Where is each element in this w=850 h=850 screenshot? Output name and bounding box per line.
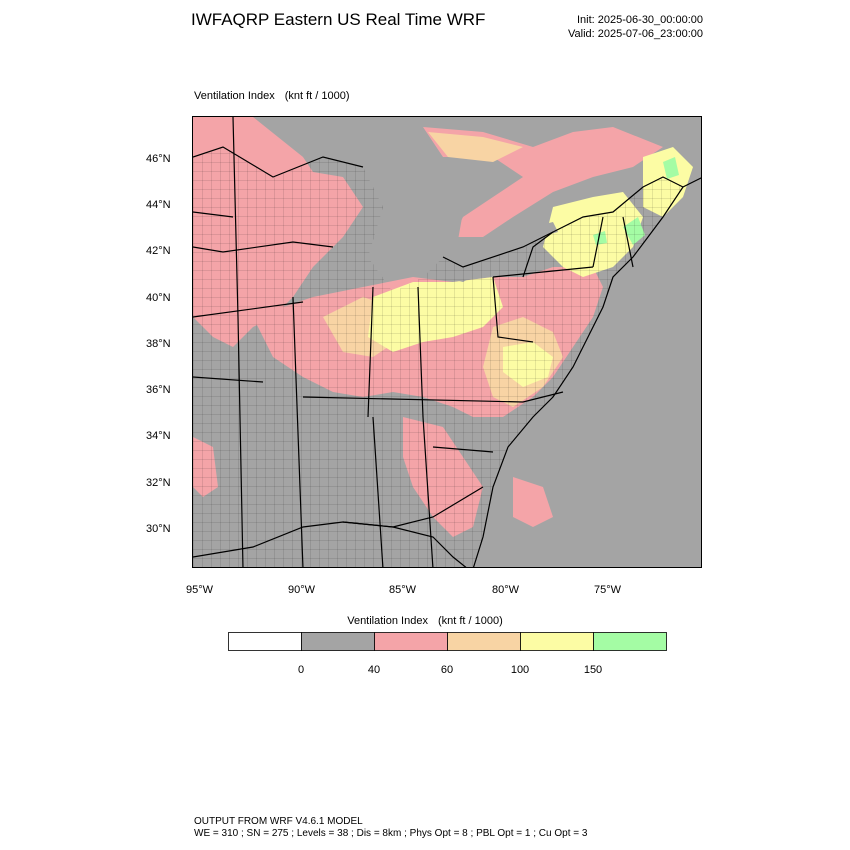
lon-label-80w: 80°W <box>492 584 520 596</box>
colorbar-swatch-150-plus <box>593 632 667 651</box>
lat-label-38n: 38°N <box>146 338 171 350</box>
map-panel[interactable] <box>192 116 702 568</box>
field-label: Ventilation Index (knt ft / 1000) <box>194 90 350 102</box>
run-times: Init: 2025-06-30_00:00:00 Valid: 2025-07… <box>568 13 703 41</box>
colorbar-label-60: 60 <box>440 664 454 676</box>
plot-title: IWFAQRP Eastern US Real Time WRF <box>191 10 486 29</box>
lat-label-46n: 46°N <box>146 153 171 165</box>
state-boundaries <box>193 117 634 567</box>
colorbar-swatch-below-0 <box>228 632 302 651</box>
lon-label-75w: 75°W <box>594 584 622 596</box>
colorbar <box>228 632 667 651</box>
colorbar-swatch-40-60 <box>374 632 448 651</box>
lon-label-90w: 90°W <box>288 584 316 596</box>
ventilation-index-map <box>193 117 701 567</box>
colorbar-field-name: Ventilation Index <box>347 615 428 627</box>
colorbar-swatch-60-100 <box>447 632 521 651</box>
canada-land <box>193 117 701 177</box>
lake-ontario <box>513 222 558 242</box>
colorbar-units: (knt ft / 1000) <box>437 615 503 627</box>
colorbar-label-150: 150 <box>583 664 603 676</box>
model-info: OUTPUT FROM WRF V4.6.1 MODEL WE = 310 ; … <box>194 816 587 840</box>
colorbar-swatch-0-40 <box>301 632 375 651</box>
orange-region-quebec <box>428 132 523 162</box>
colorbar-label-100: 100 <box>510 664 530 676</box>
valid-time: Valid: 2025-07-06_23:00:00 <box>568 28 703 40</box>
field-units: (knt ft / 1000) <box>284 90 350 102</box>
us-canada-border <box>193 146 684 268</box>
colorbar-swatch-100-150 <box>520 632 594 651</box>
lat-label-30n: 30°N <box>146 523 171 535</box>
lat-label-36n: 36°N <box>146 384 171 396</box>
lat-label-34n: 34°N <box>146 430 171 442</box>
lake-huron <box>413 187 463 257</box>
pink-region-ocean <box>513 477 553 527</box>
colorbar-title: Ventilation Index (knt ft / 1000) <box>0 615 850 627</box>
coastline <box>193 177 701 567</box>
field-name: Ventilation Index <box>194 90 275 102</box>
colorbar-label-0: 0 <box>297 664 305 676</box>
lat-label-32n: 32°N <box>146 477 171 489</box>
lat-label-40n: 40°N <box>146 292 171 304</box>
lon-label-95w: 95°W <box>186 584 214 596</box>
colorbar-label-40: 40 <box>367 664 381 676</box>
lon-label-85w: 85°W <box>389 584 417 596</box>
green-region-maine <box>663 157 679 179</box>
county-boundaries <box>193 147 683 567</box>
lat-label-44n: 44°N <box>146 199 171 211</box>
lat-label-42n: 42°N <box>146 245 171 257</box>
model-info-line1: OUTPUT FROM WRF V4.6.1 MODEL <box>194 816 363 827</box>
init-time: Init: 2025-06-30_00:00:00 <box>577 14 703 26</box>
model-info-line2: WE = 310 ; SN = 275 ; Levels = 38 ; Dis … <box>194 828 588 839</box>
